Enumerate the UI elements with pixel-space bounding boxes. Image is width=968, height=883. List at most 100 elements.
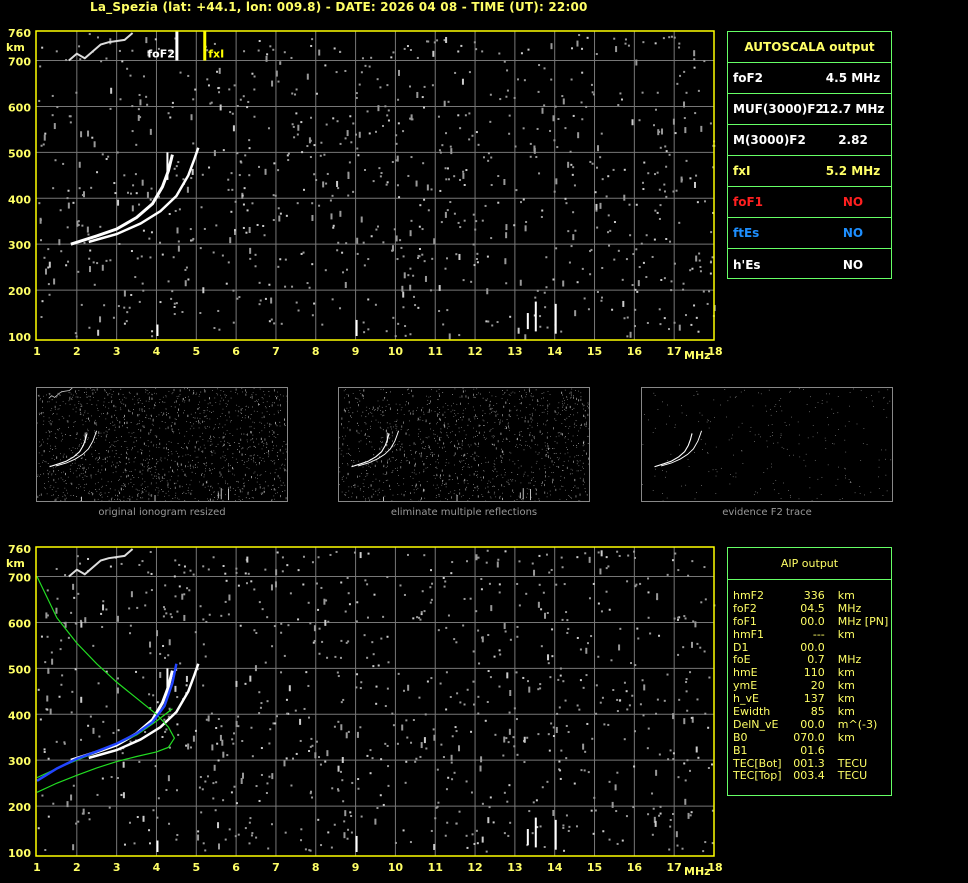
noise-dot: [369, 408, 370, 410]
noise-dot: [708, 676, 711, 679]
noise-dot: [522, 499, 524, 501]
noise-dot: [61, 435, 63, 437]
noise-dot: [265, 471, 267, 473]
noise-dot: [88, 395, 90, 397]
noise-dot: [255, 785, 258, 788]
noise-dot: [283, 760, 286, 767]
noise-dot: [67, 260, 70, 263]
noise-dot: [136, 498, 138, 500]
noise-dot: [254, 454, 255, 456]
noise-dot: [590, 248, 593, 251]
noise-dot: [344, 810, 347, 817]
noise-dot: [476, 416, 478, 417]
noise-dot: [510, 452, 512, 454]
noise-dot: [124, 421, 125, 425]
noise-dot: [419, 416, 421, 418]
noise-dot: [280, 622, 283, 625]
noise-dot: [418, 225, 421, 228]
noise-dot: [418, 616, 421, 619]
autoscala-row: foF2 4.5 MHz: [728, 63, 891, 94]
noise-dot: [417, 257, 420, 260]
noise-dot: [280, 671, 283, 674]
noise-dot: [227, 178, 230, 181]
noise-dot: [614, 784, 617, 791]
noise-dot: [558, 706, 561, 709]
noise-dot: [109, 107, 112, 110]
noise-dot: [485, 850, 488, 853]
noise-dot: [136, 606, 139, 609]
noise-dot: [709, 122, 712, 125]
noise-dot: [426, 184, 429, 191]
noise-dot: [251, 755, 254, 758]
noise-dot: [49, 708, 52, 715]
noise-dot: [258, 403, 259, 406]
noise-dot: [491, 435, 493, 437]
noise-dot: [109, 447, 111, 448]
noise-dot: [433, 453, 435, 455]
noise-dot: [574, 310, 577, 317]
noise-dot: [676, 618, 679, 621]
noise-dot: [387, 461, 388, 464]
noise-dot: [237, 584, 240, 587]
noise-dot: [189, 228, 192, 231]
noise-dot: [347, 427, 349, 429]
noise-dot: [42, 461, 43, 463]
noise-dot: [224, 436, 225, 438]
noise-dot: [470, 456, 472, 457]
noise-dot: [65, 480, 66, 481]
noise-dot: [430, 396, 431, 397]
noise-dot: [97, 400, 99, 402]
noise-dot: [516, 635, 519, 638]
noise-dot: [291, 92, 294, 95]
noise-dot: [161, 480, 163, 481]
noise-dot: [273, 445, 274, 447]
noise-dot: [889, 400, 891, 402]
noise-dot: [693, 50, 696, 57]
noise-dot: [240, 412, 242, 414]
noise-dot: [401, 425, 403, 428]
noise-dot: [477, 695, 480, 698]
noise-dot: [145, 591, 148, 594]
noise-dot: [473, 436, 475, 438]
noise-dot: [244, 473, 246, 477]
noise-dot: [586, 494, 588, 496]
noise-dot: [365, 409, 367, 411]
noise-dot: [668, 153, 671, 156]
noise-dot: [248, 174, 251, 177]
noise-dot: [533, 569, 536, 576]
noise-dot: [80, 412, 81, 414]
noise-dot: [405, 432, 407, 435]
noise-dot: [107, 155, 110, 158]
noise-dot: [883, 409, 885, 410]
noise-dot: [544, 491, 546, 494]
noise-dot: [516, 444, 518, 446]
noise-dot: [149, 392, 150, 393]
noise-dot: [261, 448, 263, 450]
noise-dot: [690, 641, 693, 648]
noise-dot: [136, 816, 139, 819]
noise-dot: [255, 477, 256, 479]
noise-dot: [690, 811, 693, 814]
noise-dot: [443, 474, 444, 476]
noise-dot: [472, 703, 475, 706]
noise-dot: [541, 107, 544, 114]
noise-dot: [658, 188, 661, 191]
noise-dot: [487, 490, 489, 492]
noise-dot: [176, 395, 178, 397]
noise-dot: [774, 405, 776, 407]
noise-dot: [163, 656, 166, 659]
noise-dot: [275, 437, 277, 438]
noise-dot: [382, 441, 383, 443]
noise-dot: [74, 448, 76, 449]
noise-dot: [183, 571, 186, 574]
noise-dot: [42, 460, 44, 461]
noise-dot: [565, 202, 568, 205]
noise-dot: [704, 598, 707, 601]
noise-dot: [573, 414, 574, 416]
noise-dot: [458, 253, 461, 260]
noise-dot: [453, 493, 455, 495]
noise-dot: [45, 461, 47, 463]
thumbnail-no-multiples: [338, 387, 590, 502]
noise-dot: [525, 416, 526, 418]
noise-dot: [201, 173, 204, 176]
